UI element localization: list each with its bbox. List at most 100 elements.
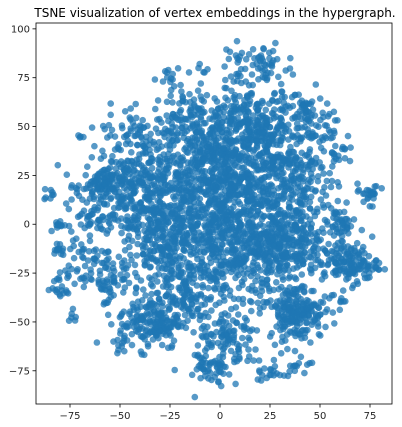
data-point: [354, 180, 361, 187]
data-point: [363, 186, 371, 194]
data-point: [302, 235, 310, 243]
data-point: [349, 254, 356, 262]
data-point: [178, 199, 185, 206]
data-point: [181, 311, 189, 319]
data-point: [228, 305, 235, 313]
data-point: [355, 266, 363, 273]
data-point: [146, 264, 154, 271]
data-point: [93, 339, 101, 346]
data-point: [171, 241, 178, 248]
data-point: [292, 291, 300, 298]
data-point: [94, 252, 101, 259]
data-point: [103, 189, 110, 196]
data-point: [248, 298, 255, 306]
data-point: [191, 103, 198, 110]
data-point: [304, 221, 312, 228]
data-point: [146, 173, 154, 180]
data-point: [124, 262, 132, 269]
data-point: [210, 132, 218, 140]
data-point: [253, 223, 261, 230]
data-point: [290, 285, 298, 293]
data-point: [241, 96, 248, 104]
data-point: [285, 136, 292, 143]
data-point: [262, 159, 270, 167]
data-point: [170, 83, 178, 90]
data-point: [105, 255, 112, 262]
data-point: [294, 131, 301, 139]
data-point: [245, 178, 252, 186]
data-point: [164, 317, 171, 325]
data-point: [249, 205, 257, 212]
data-point: [151, 76, 159, 83]
data-point: [328, 177, 336, 185]
data-point: [340, 268, 348, 275]
y-tick-label: −25: [9, 269, 30, 280]
data-point: [234, 182, 241, 189]
data-point: [154, 219, 162, 226]
data-point: [108, 158, 116, 166]
data-point: [334, 197, 342, 205]
data-point: [57, 250, 65, 258]
data-point: [200, 120, 207, 127]
data-point: [75, 132, 82, 139]
data-point: [245, 119, 252, 126]
data-point: [137, 174, 145, 182]
data-point: [193, 129, 200, 136]
data-point: [250, 250, 257, 257]
data-point: [111, 146, 119, 153]
data-point: [195, 362, 203, 370]
data-point: [115, 346, 122, 354]
data-point: [160, 202, 168, 210]
data-point: [323, 218, 331, 225]
data-point: [64, 270, 72, 278]
data-point: [293, 166, 301, 173]
data-point: [118, 229, 125, 237]
data-point: [80, 207, 88, 214]
data-point: [192, 154, 200, 161]
data-point: [303, 319, 311, 326]
data-point: [93, 185, 100, 192]
data-point: [344, 132, 352, 140]
data-point: [265, 140, 273, 148]
data-point: [120, 266, 128, 273]
data-point: [299, 257, 307, 265]
data-point: [245, 346, 252, 353]
data-point: [141, 235, 148, 243]
data-point: [265, 206, 273, 213]
data-point: [259, 188, 267, 195]
data-point: [282, 109, 289, 116]
data-point: [222, 211, 229, 218]
data-point: [245, 51, 253, 58]
data-point: [163, 98, 171, 106]
data-point: [284, 155, 292, 162]
data-point: [42, 194, 49, 201]
data-point: [122, 216, 130, 224]
data-point: [332, 267, 339, 274]
data-point: [176, 108, 184, 116]
data-point: [64, 290, 72, 297]
data-point: [271, 341, 279, 349]
data-point: [50, 277, 58, 285]
data-point: [90, 193, 98, 201]
data-point: [152, 125, 160, 132]
data-point: [286, 273, 294, 280]
data-point: [261, 74, 269, 82]
data-point: [172, 124, 180, 131]
data-point: [248, 307, 255, 315]
data-point: [175, 267, 182, 274]
data-point: [284, 219, 291, 227]
data-point: [213, 98, 221, 105]
data-point: [190, 227, 197, 235]
data-point: [41, 185, 49, 193]
data-point: [201, 168, 209, 175]
data-point: [241, 204, 248, 211]
data-point: [302, 230, 310, 237]
data-point: [84, 163, 91, 170]
data-point: [91, 142, 98, 150]
data-point: [243, 244, 251, 252]
data-point: [292, 362, 299, 370]
data-point: [323, 177, 331, 185]
data-point: [303, 131, 311, 139]
data-point: [198, 255, 206, 262]
data-point: [224, 247, 231, 254]
